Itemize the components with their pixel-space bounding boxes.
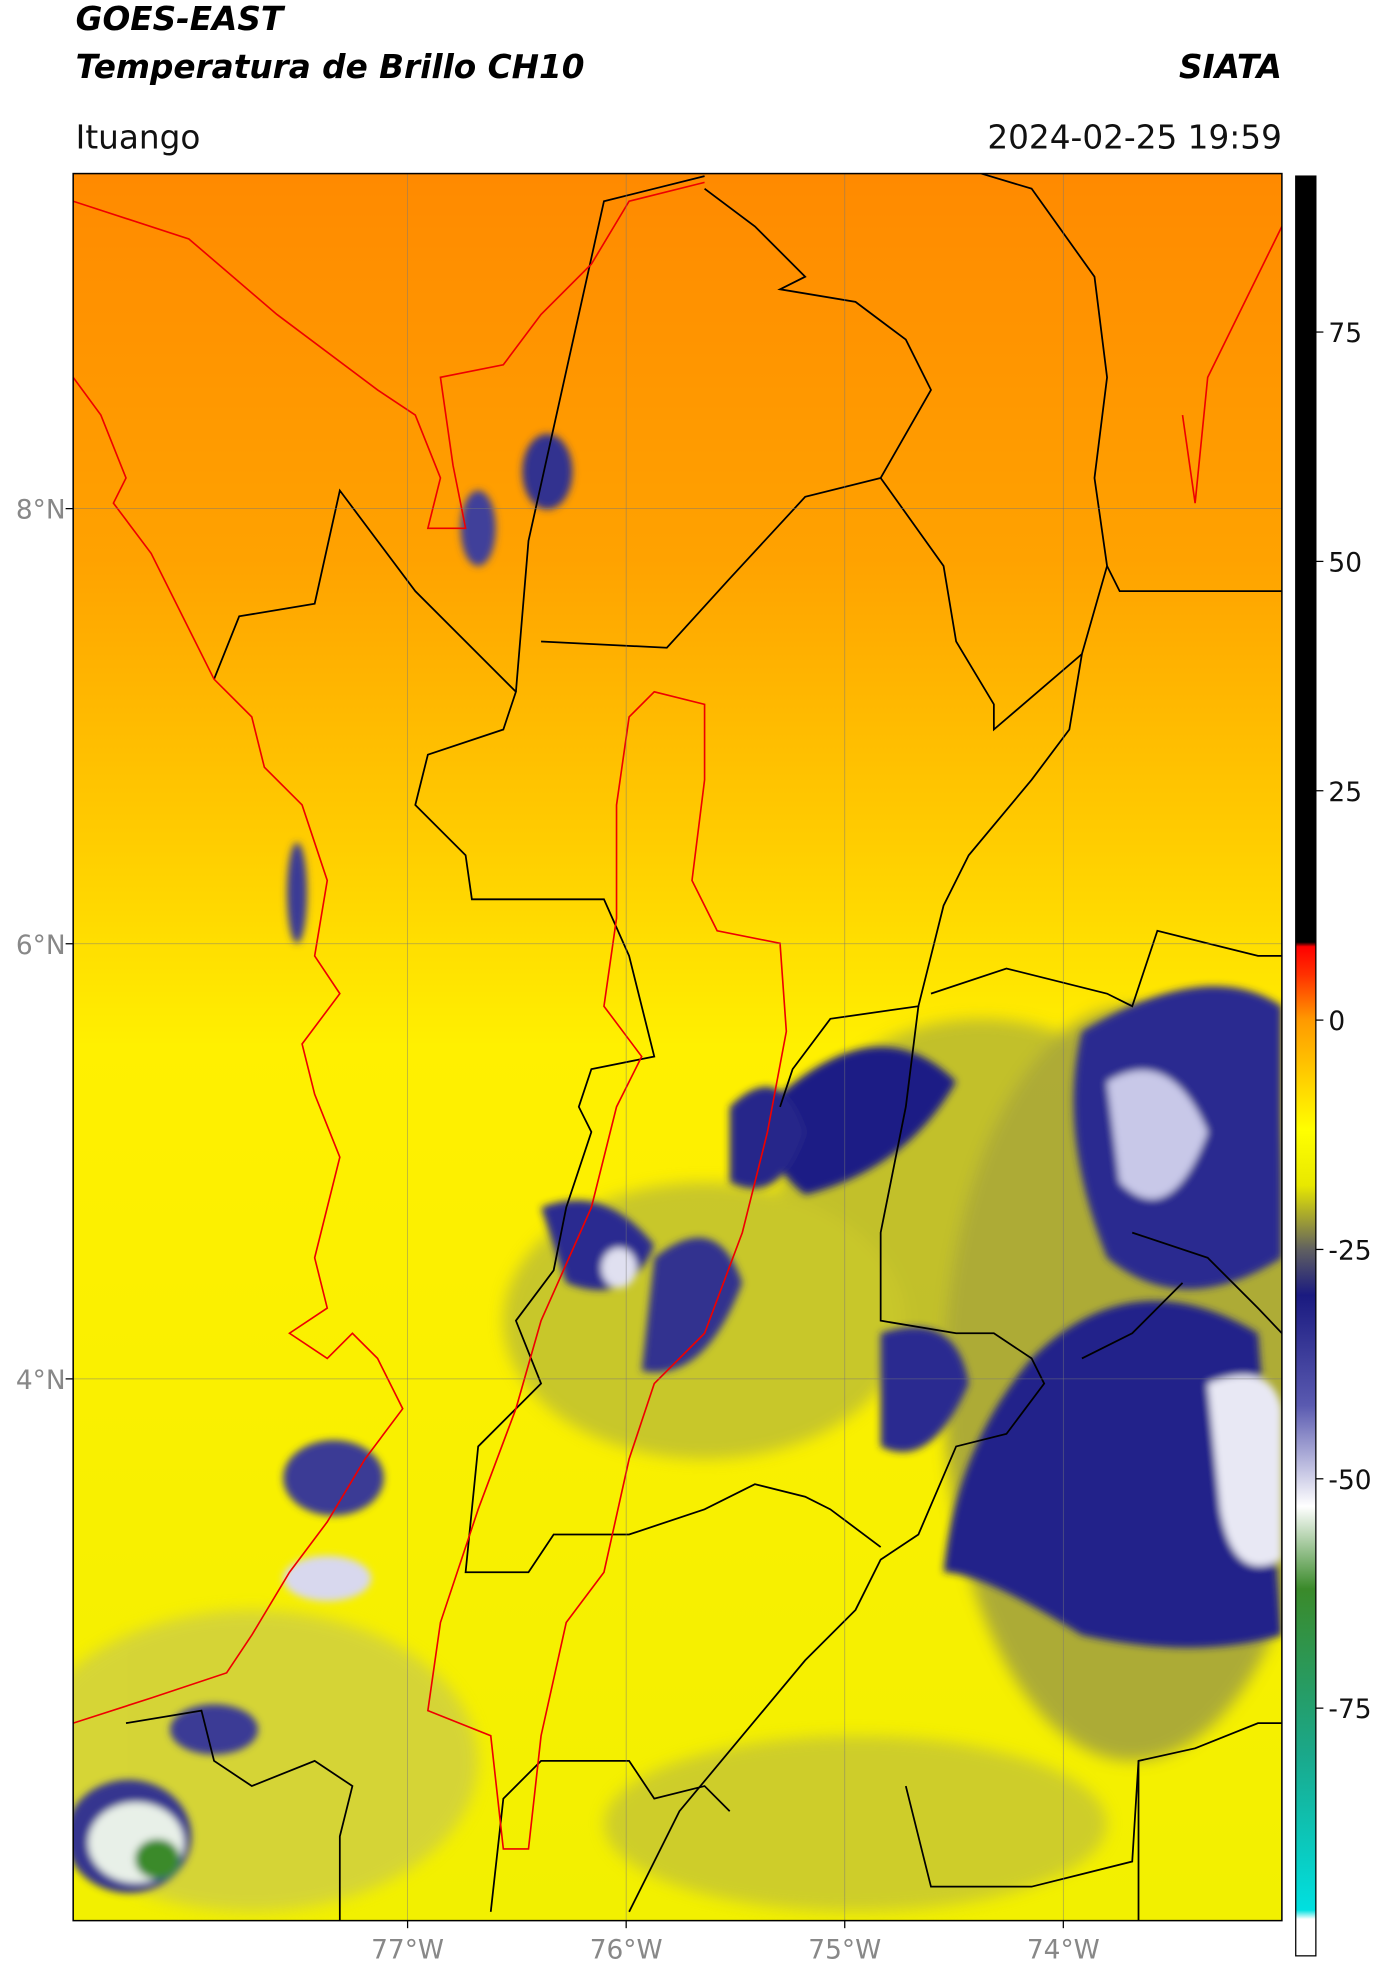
- colorbar-tick-label: 25: [1328, 777, 1362, 808]
- source: SIATA: [1179, 48, 1282, 86]
- x-tick-label: 74°W: [1027, 1934, 1100, 1965]
- y-tick-label: 4°N: [16, 1365, 66, 1396]
- map-frame: [72, 172, 1283, 1922]
- datetime: 2024-02-25 19:59: [987, 118, 1282, 156]
- colorbar-tick-label: -75: [1328, 1694, 1371, 1725]
- axes: 77°W 76°W 75°W 74°W 8°N 6°N 4°N: [16, 173, 1282, 1965]
- x-tick-label: 76°W: [590, 1934, 663, 1965]
- colorbar-tick-label: 0: [1328, 1006, 1345, 1037]
- coastline-and-basin: [73, 181, 1282, 1850]
- title-line1: GOES-EAST: [76, 0, 286, 38]
- colorbar-tick-label: 75: [1328, 318, 1362, 349]
- colorbar-tick-label: -50: [1328, 1465, 1371, 1496]
- colorbar-tick-label: -25: [1328, 1236, 1371, 1267]
- y-tick-label: 6°N: [16, 930, 66, 961]
- y-tick-label: 8°N: [16, 495, 66, 526]
- satellite-image: [73, 173, 1282, 1921]
- x-tick-label: 75°W: [808, 1934, 881, 1965]
- borders: [125, 173, 1282, 1921]
- colorbar-bar: [1295, 175, 1317, 1957]
- location: Ituango: [76, 118, 201, 156]
- colorbar-tick-label: 50: [1328, 547, 1362, 578]
- x-tick-label: 77°W: [371, 1934, 444, 1965]
- title-line2: Temperatura de Brillo CH10: [76, 48, 585, 86]
- colorbar: 75 50 25 0 -25 -50 -75: [1295, 175, 1372, 1957]
